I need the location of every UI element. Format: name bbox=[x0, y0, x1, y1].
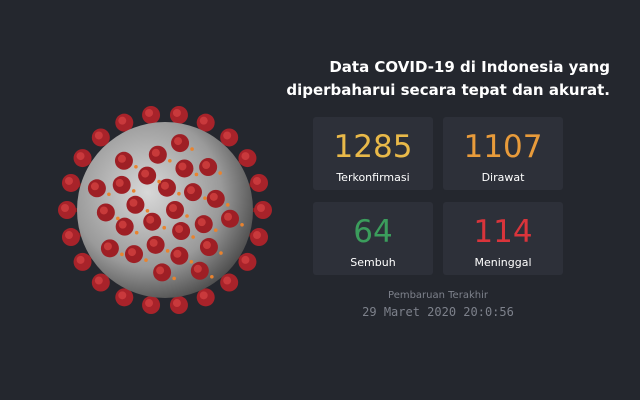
stat-card: 1107 Dirawat bbox=[443, 117, 563, 190]
stat-label: Terkonfirmasi bbox=[336, 171, 410, 184]
virus-part bbox=[160, 181, 169, 190]
virus-part bbox=[129, 198, 138, 207]
virus-part bbox=[257, 204, 265, 212]
virus-part bbox=[191, 235, 195, 239]
stat-value: 1107 bbox=[463, 129, 543, 165]
virus-part bbox=[117, 154, 126, 163]
virus-part bbox=[174, 137, 183, 146]
stat-label: Sembuh bbox=[350, 256, 396, 269]
virus-part bbox=[172, 108, 181, 117]
virus-part bbox=[241, 152, 250, 161]
virus-part bbox=[118, 291, 127, 300]
virus-part bbox=[145, 299, 154, 308]
virus-part bbox=[165, 249, 170, 253]
virus-part bbox=[210, 274, 214, 279]
virus-part bbox=[177, 191, 181, 196]
virus-part bbox=[169, 204, 178, 212]
virus-part bbox=[225, 203, 230, 207]
virus-part bbox=[134, 165, 138, 169]
virus-part bbox=[118, 220, 127, 229]
virus-part bbox=[128, 248, 137, 257]
virus-part bbox=[116, 216, 120, 221]
virus-part bbox=[172, 299, 181, 308]
virus-part bbox=[141, 169, 150, 178]
virus-part bbox=[64, 176, 73, 185]
virus-illustration bbox=[58, 105, 272, 315]
virus-part bbox=[115, 178, 124, 187]
virus-part bbox=[202, 241, 211, 250]
virus-part bbox=[253, 231, 262, 240]
title-line: Data COVID-19 di Indonesia yang bbox=[329, 58, 610, 76]
stat-card: 1285 Terkonfirmasi bbox=[313, 117, 433, 190]
virus-part bbox=[145, 108, 154, 117]
virus-part bbox=[131, 189, 136, 193]
virus-part bbox=[218, 171, 222, 175]
update-timestamp: 29 Maret 2020 20:0:56 bbox=[362, 305, 514, 319]
stat-card: 114 Meninggal bbox=[443, 202, 563, 275]
virus-part bbox=[223, 131, 232, 140]
virus-part bbox=[199, 291, 208, 300]
virus-part bbox=[197, 218, 206, 227]
virus-part bbox=[90, 182, 99, 191]
virus-part bbox=[189, 259, 194, 264]
stat-value: 1285 bbox=[333, 129, 413, 165]
header-title: Data COVID-19 di Indonesia yang diperbah… bbox=[286, 56, 610, 102]
virus-part bbox=[156, 266, 165, 275]
virus-part bbox=[149, 238, 158, 247]
virus-part bbox=[61, 204, 69, 212]
stat-card: 64 Sembuh bbox=[313, 202, 433, 275]
virus-part bbox=[99, 206, 108, 215]
virus-part bbox=[253, 176, 262, 185]
stat-value: 64 bbox=[353, 214, 393, 250]
virus-part bbox=[173, 249, 182, 258]
virus-part bbox=[190, 147, 194, 151]
virus-part bbox=[172, 276, 176, 281]
virus-part bbox=[168, 158, 172, 163]
update-caption: Pembaruan Terakhir bbox=[388, 290, 488, 301]
virus-part bbox=[178, 162, 187, 171]
virus-part bbox=[151, 148, 160, 157]
virus-part bbox=[203, 196, 207, 200]
virus-part bbox=[213, 228, 218, 232]
virus-part bbox=[224, 212, 233, 221]
virus-part bbox=[209, 192, 218, 201]
virus-part bbox=[202, 161, 211, 170]
virus-part bbox=[103, 242, 112, 251]
virus-part bbox=[157, 179, 161, 184]
virus-part bbox=[145, 208, 150, 213]
virus-part bbox=[199, 116, 208, 125]
virus-part bbox=[194, 172, 199, 177]
virus-part bbox=[64, 231, 73, 240]
virus-part bbox=[187, 186, 196, 195]
virus-part bbox=[76, 255, 85, 264]
stat-value: 114 bbox=[473, 214, 533, 250]
virus-part bbox=[162, 225, 167, 230]
virus-part bbox=[107, 192, 111, 197]
stat-label: Meninggal bbox=[474, 256, 532, 269]
virus-part bbox=[76, 152, 85, 161]
virus-part bbox=[94, 276, 103, 285]
virus-part bbox=[223, 276, 232, 285]
stat-label: Dirawat bbox=[481, 171, 525, 184]
virus-part bbox=[118, 116, 127, 125]
title-line: diperbaharui secara tepat dan akurat. bbox=[286, 81, 610, 99]
virus-part bbox=[94, 131, 103, 140]
virus-part bbox=[219, 251, 223, 255]
virus-part bbox=[175, 225, 184, 234]
virus-part bbox=[134, 230, 139, 235]
virus-part bbox=[241, 255, 250, 264]
virus-part bbox=[185, 214, 189, 218]
virus-part bbox=[240, 222, 244, 227]
virus-part bbox=[120, 252, 124, 257]
virus-part bbox=[144, 258, 148, 262]
virus-part bbox=[193, 264, 202, 273]
virus-part bbox=[146, 215, 155, 224]
